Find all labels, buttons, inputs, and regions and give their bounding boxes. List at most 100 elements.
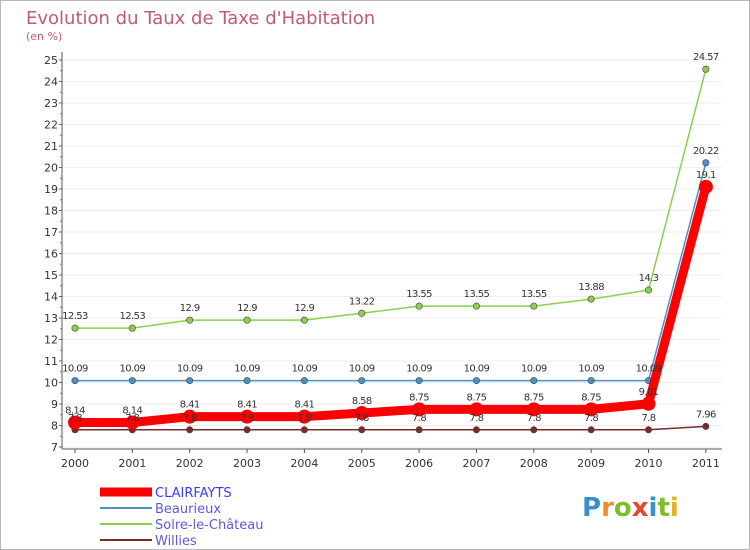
x-tick-label-2002: 2002 — [176, 457, 204, 470]
legend-label-beaurieux: Beaurieux — [155, 502, 221, 517]
point-solre-le-ch-teau-2003 — [243, 316, 251, 324]
y-tick-label-24: 24 — [44, 76, 58, 89]
data-label-beaurieux-2003: 10.09 — [234, 364, 260, 375]
point-clairfayts-2009 — [584, 402, 599, 417]
x-tick-label-2000: 2000 — [61, 457, 89, 470]
data-label-beaurieux-2010: 10.09 — [636, 364, 662, 375]
series-line-beaurieux — [74, 162, 707, 382]
series-line-clairfayts — [70, 182, 711, 427]
point-clairfayts-2003 — [240, 409, 255, 424]
data-label-clairfayts-2000: 8.14 — [65, 405, 85, 416]
point-beaurieux-2007 — [472, 377, 480, 385]
logo-letter: o — [614, 493, 632, 523]
data-label-solre-le-ch-teau-2001: 12.53 — [120, 311, 146, 322]
point-solre-le-ch-teau-2008 — [530, 302, 538, 310]
point-willies-2003 — [243, 426, 251, 434]
data-label-beaurieux-2006: 10.09 — [406, 364, 432, 375]
data-label-willies-2003: 7.8 — [240, 413, 254, 424]
point-beaurieux-2003 — [243, 377, 251, 385]
data-label-beaurieux-2001: 10.09 — [120, 364, 146, 375]
x-tick-label-2006: 2006 — [405, 457, 433, 470]
labels-beaurieux: 10.09 10.09 10.09 10.09 10.09 10.09 10.09 10.09… — [62, 146, 719, 375]
data-label-solre-le-ch-teau-2008: 13.55 — [521, 289, 547, 300]
data-label-solre-le-ch-teau-2005: 13.22 — [349, 296, 375, 307]
data-label-willies-2007: 7.8 — [469, 413, 483, 424]
y-tick-label-15: 15 — [44, 269, 58, 282]
logo-letter: t — [657, 493, 669, 523]
gridlines — [62, 59, 722, 448]
point-willies-2010 — [644, 426, 652, 434]
point-willies-2002 — [186, 426, 194, 434]
y-tick-label-7: 7 — [51, 441, 58, 454]
y-tick-label-11: 11 — [44, 355, 58, 368]
point-clairfayts-2001 — [125, 415, 140, 430]
data-label-beaurieux-2002: 10.09 — [177, 364, 203, 375]
data-label-willies-2008: 7.8 — [527, 413, 541, 424]
point-clairfayts-2006 — [412, 402, 427, 417]
point-beaurieux-2000 — [71, 377, 79, 385]
y-tick-label-16: 16 — [44, 248, 58, 261]
data-label-beaurieux-2004: 10.09 — [292, 364, 318, 375]
point-clairfayts-2005 — [354, 406, 369, 421]
data-label-willies-2000: 7.8 — [68, 413, 82, 424]
point-willies-2009 — [587, 426, 595, 434]
data-label-clairfayts-2007: 8.75 — [467, 392, 487, 403]
data-label-willies-2005: 7.8 — [355, 413, 369, 424]
data-label-solre-le-ch-teau-2011: 24.57 — [693, 52, 719, 63]
point-beaurieux-2002 — [186, 377, 194, 385]
series-beaurieux — [71, 159, 710, 385]
point-beaurieux-2009 — [587, 377, 595, 385]
data-label-beaurieux-2005: 10.09 — [349, 364, 375, 375]
x-tick-label-2010: 2010 — [635, 457, 663, 470]
data-label-willies-2010: 7.8 — [641, 413, 655, 424]
y-tick-label-23: 23 — [44, 97, 58, 110]
x-tick-label-2009: 2009 — [577, 457, 605, 470]
series-line-solre-le-ch-teau — [74, 68, 707, 329]
series-group: 8.14 8.14 8.41 8.41 8.41 8.58 8.75 8.75 8.75 8.75… — [62, 52, 719, 434]
point-clairfayts-2004 — [297, 409, 312, 424]
axes: 7 8 9 10 11 12 13 14 15 16 17 18 19 20 21 22 23 24 25 2000 2… — [44, 52, 722, 470]
series-clairfayts — [68, 179, 713, 430]
data-label-solre-le-ch-teau-2006: 13.55 — [406, 289, 432, 300]
point-willies-2008 — [530, 426, 538, 434]
logo-letter: P — [582, 493, 601, 523]
series-willies — [71, 422, 710, 434]
labels-solre-le-ch-teau: 12.53 12.53 12.9 12.9 12.9 13.22 13.55 13.55 13.… — [62, 52, 719, 322]
x-tick-label-2001: 2001 — [118, 457, 146, 470]
data-label-solre-le-ch-teau-2000: 12.53 — [62, 311, 88, 322]
legend: CLAIRFAYTSBeaurieuxSolre-le-ChâteauWilli… — [100, 486, 263, 549]
data-label-willies-2004: 7.8 — [297, 413, 311, 424]
point-willies-2006 — [415, 426, 423, 434]
data-label-solre-le-ch-teau-2002: 12.9 — [180, 303, 200, 314]
point-clairfayts-2011 — [698, 179, 713, 194]
y-tick-label-22: 22 — [44, 119, 58, 132]
y-tick-label-14: 14 — [44, 291, 58, 304]
data-label-clairfayts-2002: 8.41 — [180, 400, 200, 411]
point-willies-2005 — [358, 426, 366, 434]
y-tick-label-13: 13 — [44, 312, 58, 325]
data-label-clairfayts-2010: 9.01 — [639, 387, 659, 398]
labels-clairfayts: 8.14 8.14 8.41 8.41 8.41 8.58 8.75 8.75 8.75 8.75… — [65, 170, 717, 417]
data-label-beaurieux-2000: 10.09 — [62, 364, 88, 375]
data-label-beaurieux-2007: 10.09 — [464, 364, 490, 375]
point-solre-le-ch-teau-2010 — [644, 286, 652, 294]
data-label-willies-2001: 7.8 — [125, 413, 139, 424]
data-label-clairfayts-2009: 8.75 — [581, 392, 601, 403]
data-label-clairfayts-2003: 8.41 — [237, 400, 257, 411]
data-label-clairfayts-2005: 8.58 — [352, 396, 372, 407]
data-label-willies-2011: 7.96 — [696, 409, 716, 420]
y-tick-label-9: 9 — [51, 398, 58, 411]
labels-willies: 7.8 7.8 7.8 7.8 7.8 7.8 7.8 7.8 7.8 7.8 7.8 7.96 — [68, 409, 717, 424]
point-clairfayts-2010 — [641, 396, 656, 411]
series-solre-le-ch-teau — [71, 65, 710, 332]
point-solre-le-ch-teau-2004 — [300, 316, 308, 324]
point-willies-2004 — [300, 426, 308, 434]
data-label-clairfayts-2006: 8.75 — [409, 392, 429, 403]
x-tick-label-2011: 2011 — [692, 457, 720, 470]
logo-letter: r — [601, 493, 614, 523]
point-beaurieux-2006 — [415, 377, 423, 385]
data-label-beaurieux-2008: 10.09 — [521, 364, 547, 375]
data-label-clairfayts-2011: 19.1 — [696, 170, 716, 181]
y-tick-label-18: 18 — [44, 205, 58, 218]
